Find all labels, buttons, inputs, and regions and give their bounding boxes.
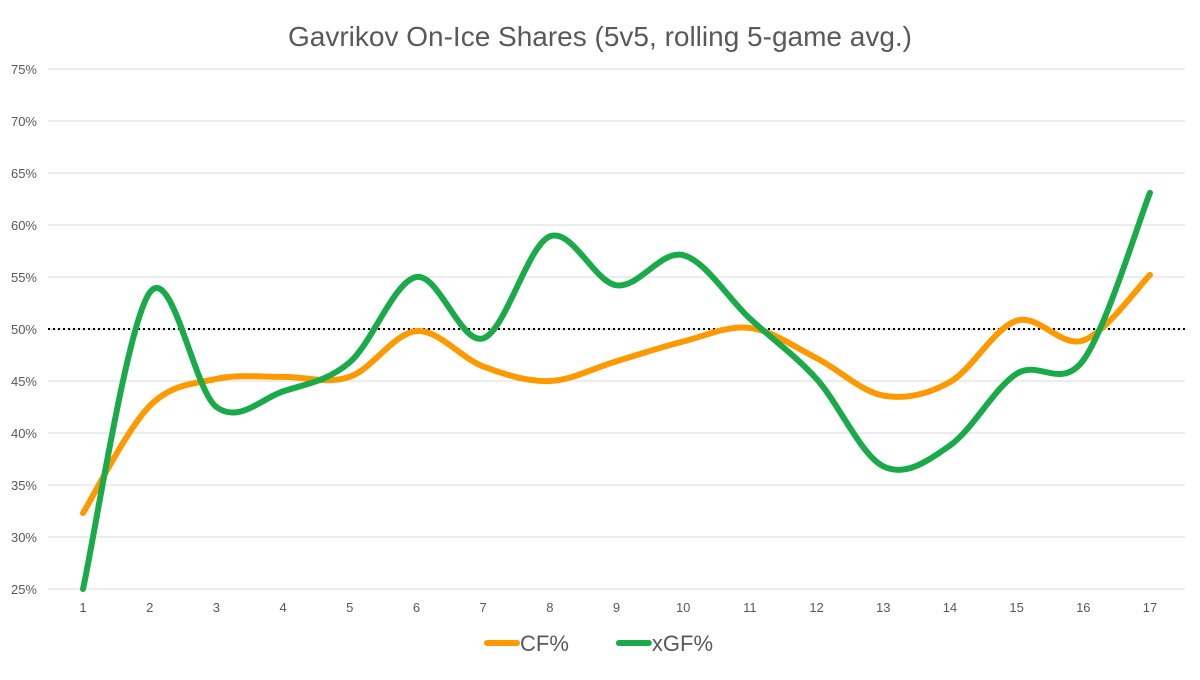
x-axis-ticks: 1 2 3 4 5 6 7 8 9 10 11 12 13 14 15 16 17 [79, 600, 1157, 615]
legend: CF% xGF% [484, 631, 713, 656]
y-tick-label: 50% [11, 322, 37, 337]
series-lines [80, 189, 1153, 592]
legend-label-cf: CF% [520, 631, 569, 656]
y-tick-label: 40% [11, 426, 37, 441]
y-tick-label: 75% [11, 62, 37, 77]
x-tick-label: 11 [743, 600, 757, 615]
gridlines [48, 68, 1185, 590]
y-tick-label: 55% [11, 270, 37, 285]
x-tick-label: 8 [546, 600, 553, 615]
x-tick-label: 3 [213, 600, 220, 615]
x-tick-label: 5 [346, 600, 353, 615]
chart-title: Gavrikov On-Ice Shares (5v5, rolling 5-g… [288, 21, 912, 52]
x-tick-label: 7 [480, 600, 487, 615]
x-tick-label: 12 [809, 600, 823, 615]
x-tick-label: 14 [943, 600, 957, 615]
x-tick-label: 1 [79, 600, 86, 615]
y-tick-label: 35% [11, 478, 37, 493]
x-tick-label: 9 [613, 600, 620, 615]
y-axis-ticks: 25% 30% 35% 40% 45% 50% 55% 60% 65% 70% 75% [11, 62, 37, 597]
y-tick-label: 65% [11, 166, 37, 181]
legend-label-xgf: xGF% [652, 631, 713, 656]
y-tick-label: 60% [11, 218, 37, 233]
x-tick-label: 17 [1143, 600, 1157, 615]
y-tick-label: 45% [11, 374, 37, 389]
x-tick-label: 13 [876, 600, 890, 615]
x-tick-label: 6 [413, 600, 420, 615]
series-line-xgf [80, 189, 1153, 592]
x-tick-label: 10 [676, 600, 690, 615]
y-tick-label: 70% [11, 114, 37, 129]
x-tick-label: 15 [1009, 600, 1023, 615]
series-line-cf [80, 271, 1153, 517]
x-tick-label: 2 [146, 600, 153, 615]
y-tick-label: 25% [11, 582, 37, 597]
y-tick-label: 30% [11, 530, 37, 545]
x-tick-label: 4 [279, 600, 286, 615]
x-tick-label: 16 [1076, 600, 1090, 615]
